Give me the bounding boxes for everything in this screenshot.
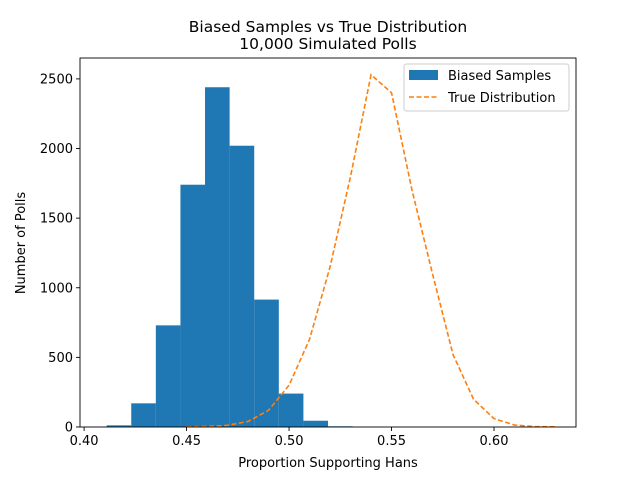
legend-label-biased-samples: Biased Samples bbox=[448, 69, 551, 84]
legend-swatch-biased-samples bbox=[409, 70, 438, 80]
legend: Biased Samples True Distribution bbox=[403, 63, 570, 112]
y-tick-label: 2000 bbox=[40, 142, 73, 157]
legend-label-true-distribution: True Distribution bbox=[447, 91, 556, 106]
true-distribution-line bbox=[186, 73, 556, 427]
histogram-bar bbox=[303, 420, 328, 427]
axes: 0.40 0.45 0.50 0.55 0.60 0 500 1000 1500 2000 2500 bbox=[40, 57, 577, 449]
x-tick-label: 0.45 bbox=[172, 434, 201, 449]
x-tick-label: 0.60 bbox=[480, 434, 509, 449]
y-tick-label: 500 bbox=[48, 351, 73, 366]
y-axis-label: Number of Polls bbox=[14, 192, 29, 295]
y-tick-label: 1000 bbox=[40, 281, 73, 296]
histogram-bar bbox=[131, 403, 156, 427]
x-tick-label: 0.55 bbox=[377, 434, 406, 449]
histogram-bar bbox=[155, 325, 181, 427]
axes-frame bbox=[79, 57, 577, 428]
plot-area bbox=[106, 73, 556, 428]
histogram-bar bbox=[229, 145, 255, 427]
histogram-bar bbox=[278, 393, 304, 427]
chart-title: Biased Samples vs True Distribution bbox=[189, 18, 467, 36]
histogram-bar bbox=[106, 425, 132, 427]
x-tick-label: 0.40 bbox=[70, 434, 99, 449]
legend-box bbox=[403, 63, 570, 112]
y-tick-label: 1500 bbox=[40, 212, 73, 227]
histogram-bar bbox=[180, 184, 206, 427]
histogram-bar bbox=[205, 87, 230, 428]
y-tick-label: 2500 bbox=[40, 72, 73, 87]
histogram-bar bbox=[254, 299, 279, 427]
x-axis-label: Proportion Supporting Hans bbox=[238, 456, 418, 471]
chart-subtitle: 10,000 Simulated Polls bbox=[239, 35, 416, 53]
x-tick-label: 0.50 bbox=[275, 434, 304, 449]
y-tick-label: 0 bbox=[65, 421, 73, 436]
